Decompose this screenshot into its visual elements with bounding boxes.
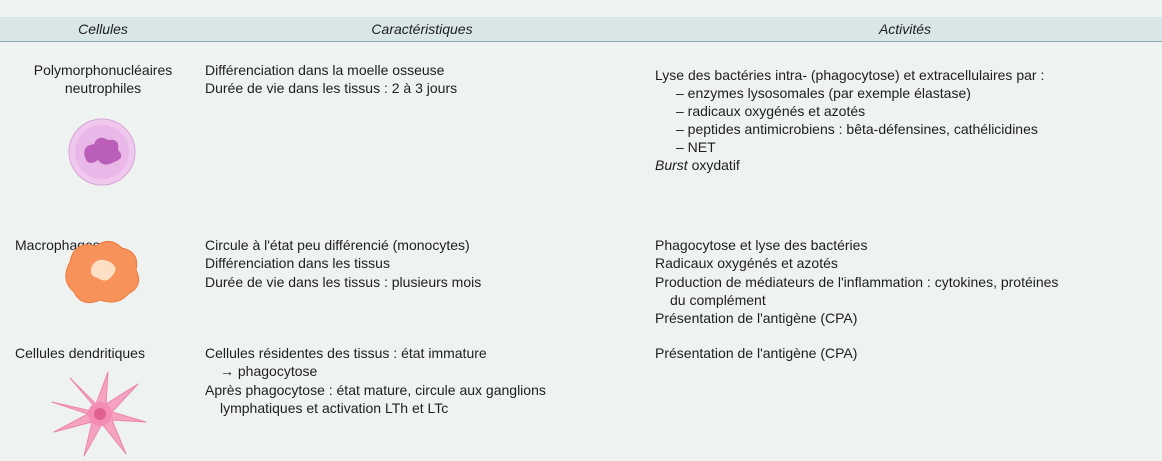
activity-em: Burst xyxy=(655,157,688,173)
activity: Présentation de l'antigène (CPA) xyxy=(655,310,858,326)
activity: Radicaux oxygénés et azotés xyxy=(655,255,838,271)
activity: Présentation de l'antigène (CPA) xyxy=(655,345,858,361)
characteristic: → phagocytose xyxy=(220,363,318,379)
activity: – peptides antimicrobiens : bêta-défensi… xyxy=(676,121,1038,137)
activity: Phagocytose et lyse des bactéries xyxy=(655,237,868,253)
activity: Production de médiateurs de l'inflammati… xyxy=(655,274,1059,290)
characteristic: lymphatiques et activation LTh et LTc xyxy=(220,400,449,416)
activity-text: oxydatif xyxy=(687,157,740,173)
dendritic-icon xyxy=(51,371,147,457)
activity: – enzymes lysosomales (par exemple élast… xyxy=(676,85,971,101)
header-cell: Activités xyxy=(878,21,932,37)
macrophage-icon xyxy=(65,241,140,304)
characteristic: Cellules résidentes des tissus : état im… xyxy=(205,345,487,361)
header-bar xyxy=(0,17,1162,42)
activity: – radicaux oxygénés et azotés xyxy=(676,103,866,119)
cell-name: Polymorphonucléaires xyxy=(33,62,173,78)
characteristic: Différenciation dans la moelle osseuse xyxy=(205,62,445,78)
cell-name: neutrophiles xyxy=(64,80,142,96)
activity: – NET xyxy=(676,139,716,155)
characteristic: Circule à l'état peu différencié (monocy… xyxy=(205,237,470,253)
header-cell: Cellules xyxy=(78,21,128,37)
activity: Burst oxydatif xyxy=(655,156,740,174)
characteristic: Durée de vie dans les tissus : plusieurs… xyxy=(205,274,482,290)
characteristic: Après phagocytose : état mature, circule… xyxy=(205,382,546,398)
characteristic: Durée de vie dans les tissus : 2 à 3 jou… xyxy=(205,80,458,96)
cell-name: Cellules dendritiques xyxy=(15,345,145,361)
characteristic: Différenciation dans les tissus xyxy=(205,255,390,271)
activity: du complément xyxy=(670,292,766,308)
activity: Lyse des bactéries intra- (phagocytose) … xyxy=(655,67,1045,83)
neutrophil-icon xyxy=(68,118,136,186)
header-cell: Caractéristiques xyxy=(371,21,473,37)
